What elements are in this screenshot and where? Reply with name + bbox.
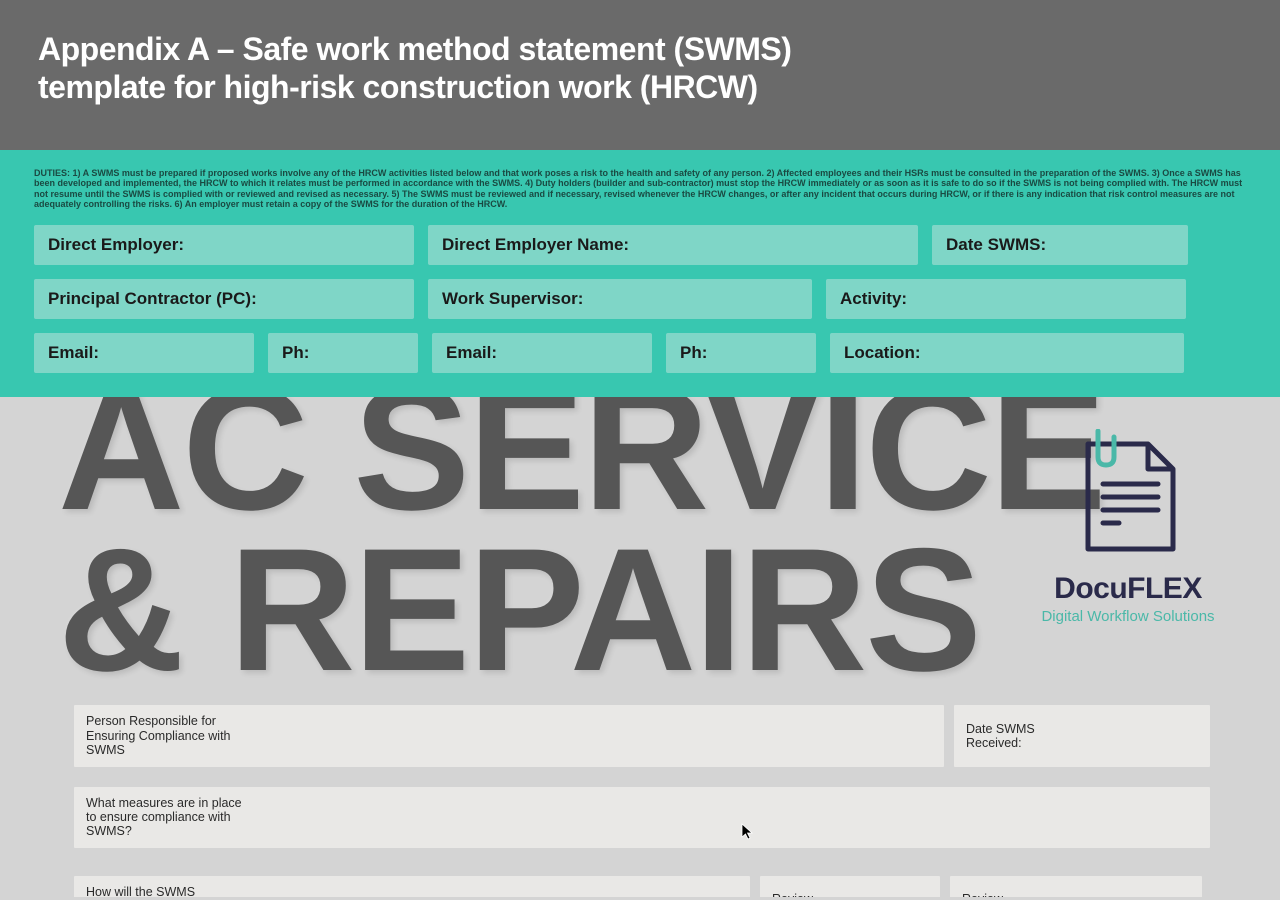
bottom-row-3: How will the SWMS control measures be re… xyxy=(74,876,1210,898)
watermark-line1: AC SERVICE xyxy=(58,397,1105,547)
review-date-label: Review Date: xyxy=(772,892,832,898)
responsible-label: Person Responsible for Ensuring Complian… xyxy=(86,714,246,757)
field-responsible-person[interactable]: Person Responsible for Ensuring Complian… xyxy=(74,705,944,766)
date-received-label: Date SWMS Received: xyxy=(966,722,1046,751)
brand-name-part2: FLEX xyxy=(1127,572,1202,605)
watermark-line2: & REPAIRS xyxy=(58,513,980,708)
field-principal-contractor[interactable]: Principal Contractor (PC): xyxy=(34,279,414,319)
field-date-received[interactable]: Date SWMS Received: xyxy=(954,705,1210,766)
field-activity[interactable]: Activity: xyxy=(826,279,1186,319)
document-clip-icon xyxy=(1063,429,1193,559)
field-measures[interactable]: What measures are in place to ensure com… xyxy=(74,787,1210,848)
field-direct-employer[interactable]: Direct Employer: xyxy=(34,225,414,265)
field-work-supervisor[interactable]: Work Supervisor: xyxy=(428,279,812,319)
form-row-3: Email: Ph: Email: Ph: Location: xyxy=(34,333,1246,373)
bottom-row-1: Person Responsible for Ensuring Complian… xyxy=(74,705,1210,766)
brand-tagline: Digital Workflow Solutions xyxy=(1028,608,1228,625)
field-review-date[interactable]: Review Date: xyxy=(760,876,940,898)
watermark: AC SERVICE & REPAIRS xyxy=(58,397,1105,691)
field-location[interactable]: Location: xyxy=(830,333,1184,373)
content-section: AC SERVICE & REPAIRS DocuFLEX Digital Wo… xyxy=(0,397,1280,897)
form-header-section: DUTIES: 1) A SWMS must be prepared if pr… xyxy=(0,150,1280,397)
title-line2: template for high-risk construction work… xyxy=(38,69,758,105)
header: Appendix A – Safe work method statement … xyxy=(0,0,1280,150)
page-title: Appendix A – Safe work method statement … xyxy=(38,30,1242,107)
field-ph-1[interactable]: Ph: xyxy=(268,333,418,373)
brand-logo: DocuFLEX Digital Workflow Solutions xyxy=(1028,429,1228,625)
brand-name: DocuFLEX xyxy=(1028,572,1228,606)
field-date-swms[interactable]: Date SWMS: xyxy=(932,225,1188,265)
form-row-2: Principal Contractor (PC): Work Supervis… xyxy=(34,279,1246,319)
bottom-fields: Person Responsible for Ensuring Complian… xyxy=(74,705,1210,897)
brand-name-part1: Docu xyxy=(1054,572,1127,605)
form-row-1: Direct Employer: Direct Employer Name: D… xyxy=(34,225,1246,265)
field-direct-employer-name[interactable]: Direct Employer Name: xyxy=(428,225,918,265)
title-line1: Appendix A – Safe work method statement … xyxy=(38,31,791,67)
bottom-row-2: What measures are in place to ensure com… xyxy=(74,787,1210,848)
measures-label: What measures are in place to ensure com… xyxy=(86,796,246,839)
field-email-1[interactable]: Email: xyxy=(34,333,254,373)
how-reviewed-label: How will the SWMS control measures be re… xyxy=(86,885,226,898)
duties-text: DUTIES: 1) A SWMS must be prepared if pr… xyxy=(34,168,1246,209)
field-ph-2[interactable]: Ph: xyxy=(666,333,816,373)
review-sig-label: Review Signature xyxy=(962,892,1032,898)
field-review-signature[interactable]: Review Signature xyxy=(950,876,1202,898)
field-how-reviewed[interactable]: How will the SWMS control measures be re… xyxy=(74,876,750,898)
field-email-2[interactable]: Email: xyxy=(432,333,652,373)
